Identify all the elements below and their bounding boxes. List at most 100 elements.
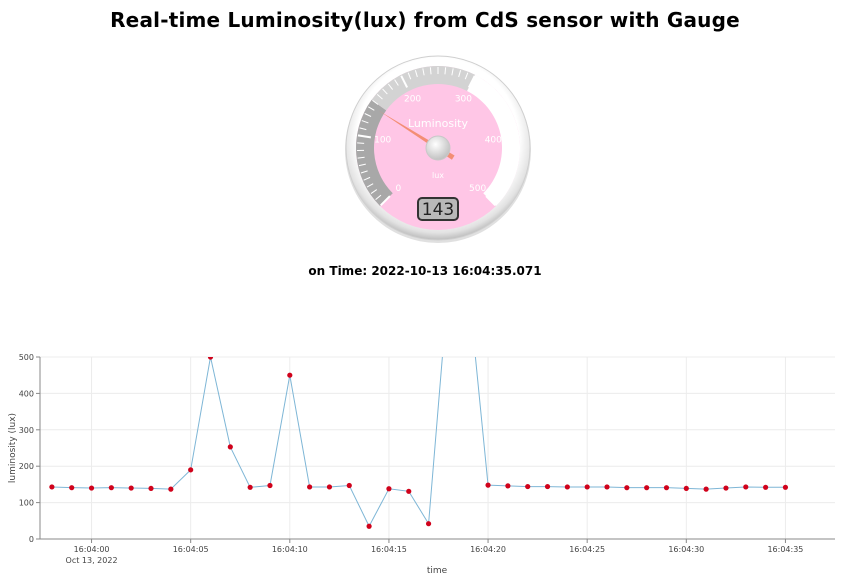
gauge-minor-tick xyxy=(363,176,371,181)
gauge-minor-tick xyxy=(364,113,372,117)
data-point xyxy=(683,485,689,492)
gauge-minor-tick xyxy=(387,83,394,90)
data-point xyxy=(88,485,95,491)
x-tick-label: 16:04:30 xyxy=(668,545,704,554)
gauge-major-tick xyxy=(357,134,371,139)
gauge-minor-tick xyxy=(359,127,367,131)
gauge-minor-tick xyxy=(444,67,447,75)
gauge-minor-tick xyxy=(376,94,383,100)
last-update-time: on Time: 2022-10-13 16:04:35.071 xyxy=(0,264,850,278)
page-title: Real-time Luminosity(lux) from CdS senso… xyxy=(110,8,740,32)
gauge-minor-tick xyxy=(370,189,378,194)
x-tick-label: 16:04:25 xyxy=(569,545,605,554)
data-point xyxy=(227,444,233,450)
data-point xyxy=(128,485,134,491)
data-point xyxy=(544,483,551,490)
data-point xyxy=(247,484,253,490)
data-point xyxy=(49,484,55,490)
data-point xyxy=(307,484,313,490)
gauge-minor-tick xyxy=(504,113,512,117)
x-tick-label: 16:04:15 xyxy=(371,545,407,554)
gauge-minor-tick xyxy=(493,94,500,100)
gauge-minor-tick xyxy=(501,106,508,111)
gauge-major-tick xyxy=(467,75,476,88)
data-point xyxy=(425,521,432,527)
gauge-minor-tick xyxy=(357,156,365,159)
data-point xyxy=(584,484,590,490)
y-tick-label: 300 xyxy=(19,426,34,435)
gauge-minor-tick xyxy=(382,88,388,95)
data-point xyxy=(346,482,352,489)
gauge-tick-label: 300 xyxy=(455,95,472,105)
gauge-minor-tick xyxy=(366,183,374,188)
data-point xyxy=(505,483,511,489)
data-point xyxy=(663,485,670,491)
data-point xyxy=(782,484,789,490)
gauge-minor-tick xyxy=(368,106,375,111)
y-tick-label: 400 xyxy=(19,389,34,398)
gauge-minor-tick xyxy=(361,120,369,124)
gauge-tick-label: 0 xyxy=(396,184,402,194)
gauge-major-tick xyxy=(485,195,496,206)
x-tick-label: 16:04:00 xyxy=(74,545,110,554)
time-prefix: on Time: xyxy=(308,264,372,278)
data-point xyxy=(624,485,630,491)
data-point xyxy=(386,486,392,492)
x-tick-label: 16:04:20 xyxy=(470,545,506,554)
data-point xyxy=(703,486,709,492)
x-tick-label: 16:04:05 xyxy=(173,545,209,554)
gauge-minor-tick xyxy=(414,70,418,78)
data-point xyxy=(287,372,293,378)
data-point xyxy=(644,485,650,491)
gauge-tick-label: 100 xyxy=(374,136,391,146)
series-line xyxy=(51,357,786,528)
gauge-tick-label: 500 xyxy=(469,184,486,194)
gauge-minor-tick xyxy=(477,79,482,86)
luminosity-gauge: 0 100 200 300 400 500 Luminosity lux 143 xyxy=(345,55,531,243)
gauge-minor-tick xyxy=(508,170,516,174)
x-tick-label: 16:04:10 xyxy=(272,545,308,554)
data-point xyxy=(326,484,333,490)
data-point xyxy=(743,484,749,490)
gauge-title: Luminosity xyxy=(408,117,468,130)
x-tick-label: 16:04:35 xyxy=(767,545,803,554)
gauge-minor-tick xyxy=(497,99,504,105)
data-point xyxy=(723,485,729,491)
data-point xyxy=(604,484,610,490)
gauge-minor-tick xyxy=(502,183,510,188)
time-value: 2022-10-13 16:04:35.071 xyxy=(371,264,542,278)
gauge-minor-tick xyxy=(507,120,515,124)
gauge-value: 143 xyxy=(422,200,454,220)
x-axis-label: time xyxy=(427,566,448,576)
gauge-minor-tick xyxy=(407,72,412,80)
gauge-major-tick xyxy=(505,134,519,139)
data-point xyxy=(69,485,75,491)
gauge-needle-hub xyxy=(425,135,451,161)
data-point xyxy=(108,485,114,491)
y-axis-label: luminosity (lux) xyxy=(8,413,18,483)
gauge-minor-tick xyxy=(394,79,399,86)
data-point xyxy=(207,357,214,360)
luminosity-chart: 0 100 200 300 400 500 16:04:00 Oct 13, 2022 16:0… xyxy=(8,353,835,576)
gauge-minor-tick xyxy=(498,189,506,194)
gauge-minor-tick xyxy=(372,99,379,105)
gauge-minor-tick xyxy=(458,70,462,78)
gauge-minor-tick xyxy=(360,170,368,174)
gauge-minor-tick xyxy=(482,83,489,90)
gauge-minor-tick xyxy=(488,88,494,95)
gauge-minor-tick xyxy=(505,176,513,181)
gauge-minor-tick xyxy=(422,68,425,76)
gauge-major-tick xyxy=(400,75,409,88)
data-point xyxy=(525,483,531,490)
data-point xyxy=(366,523,372,529)
data-point xyxy=(485,482,491,488)
y-tick-label: 0 xyxy=(29,535,34,544)
gauge-minor-tick xyxy=(494,194,501,201)
data-point xyxy=(188,467,194,473)
gauge-highlight-band xyxy=(371,66,476,111)
data-point xyxy=(148,485,154,492)
gauge-minor-tick xyxy=(429,67,432,75)
gauge-minor-tick xyxy=(451,68,454,76)
gauge-minor-tick xyxy=(510,163,518,167)
data-point xyxy=(168,486,174,492)
